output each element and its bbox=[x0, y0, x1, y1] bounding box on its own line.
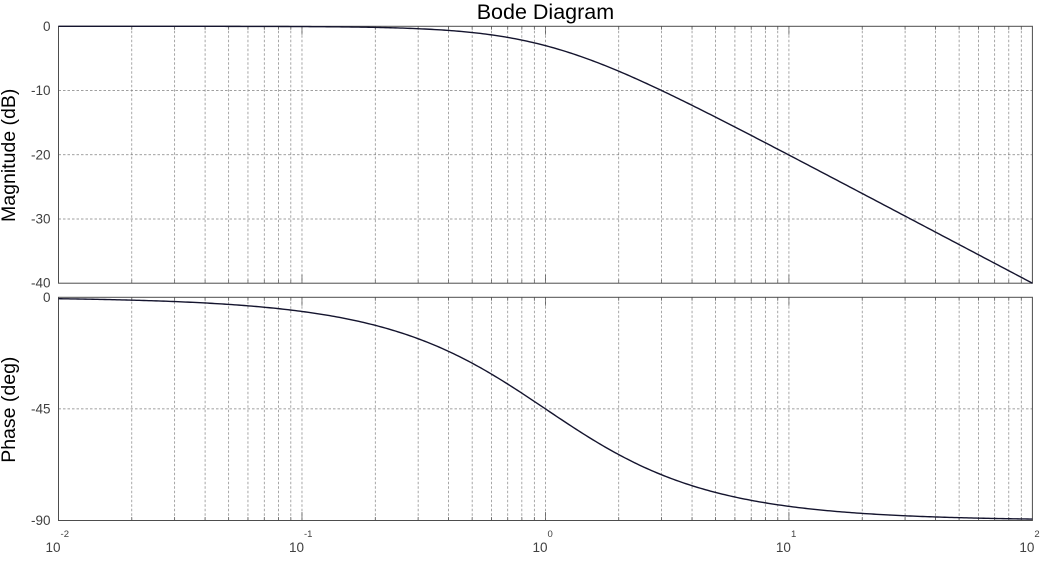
svg-text:0: 0 bbox=[43, 19, 51, 34]
svg-text:-20: -20 bbox=[31, 147, 51, 162]
svg-text:-40: -40 bbox=[31, 276, 51, 291]
svg-text:-45: -45 bbox=[31, 401, 51, 416]
svg-text:Magnitude (dB): Magnitude (dB) bbox=[0, 89, 20, 222]
svg-text:0: 0 bbox=[43, 290, 51, 305]
svg-text:-90: -90 bbox=[31, 513, 51, 528]
svg-text:Phase (deg): Phase (deg) bbox=[0, 357, 20, 463]
svg-text:Bode Diagram: Bode Diagram bbox=[477, 0, 614, 24]
svg-text:-30: -30 bbox=[31, 211, 51, 226]
svg-text:-10: -10 bbox=[31, 83, 51, 98]
